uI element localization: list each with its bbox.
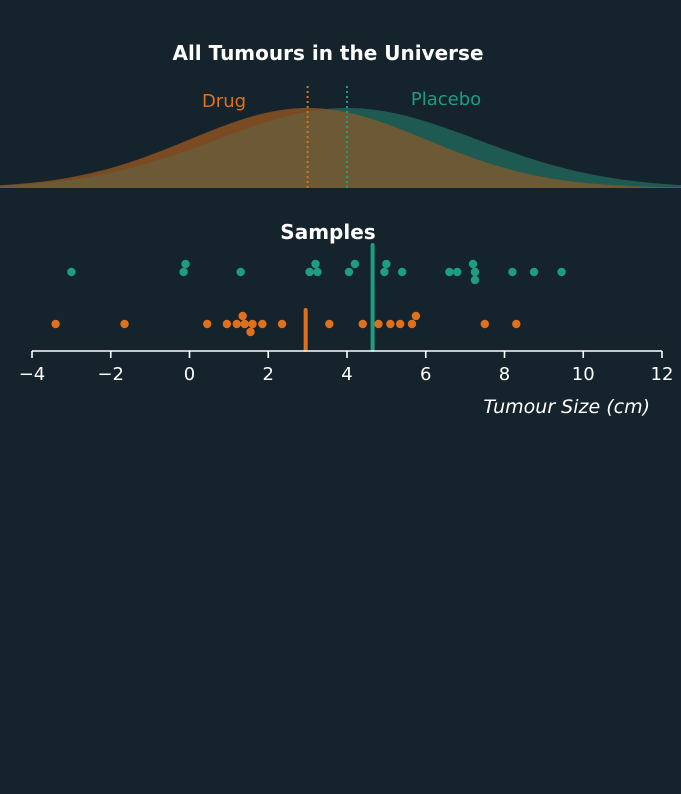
legend-placebo-label: Placebo [411, 89, 481, 110]
placebo-sample-point [67, 267, 76, 277]
distribution-areas [0, 108, 681, 188]
distribution-mean-lines [306, 86, 348, 188]
overlap-density-area [0, 109, 681, 188]
drug-sample-point [238, 311, 247, 321]
samples-panel: Samples −4 −2 0 2 4 6 8 10 12 Tumour Size (cm) [19, 220, 674, 418]
drug-sample-point [386, 319, 395, 329]
placebo-sample-point [179, 267, 188, 277]
distribution-panel: All Tumours in the Universe Drug Placebo [0, 41, 681, 188]
x-tick-label: 2 [263, 364, 274, 385]
drug-sample-point [120, 319, 129, 329]
x-tick-label: 6 [420, 364, 431, 385]
samples-title: Samples [280, 220, 375, 244]
placebo-sample-point [557, 267, 566, 277]
drug-sample-point [51, 319, 60, 329]
drug-sample-point [407, 319, 417, 329]
x-tick-label: 10 [572, 364, 595, 385]
legend-drug-label: Drug [202, 91, 246, 112]
placebo-sample-point [380, 267, 389, 277]
placebo-sample-point [382, 259, 391, 269]
placebo-sample-point [313, 267, 322, 277]
x-tick-label: 4 [341, 364, 352, 385]
drug-sample-point [277, 319, 287, 329]
x-tick-label: 8 [499, 364, 510, 385]
placebo-sample-point [181, 259, 190, 269]
drug-sample-point [395, 319, 405, 329]
x-tick-label: 12 [651, 364, 674, 385]
placebo-sample-point [508, 267, 517, 277]
placebo-sample-point [470, 267, 480, 277]
drug-sample-point [246, 327, 255, 337]
drug-sample-point [480, 319, 490, 329]
drug-sample-point [222, 319, 232, 329]
drug-sample-point [374, 319, 383, 329]
sample-mean-lines [303, 243, 375, 352]
x-tick-label: −2 [97, 364, 124, 385]
drug-sample-point [258, 319, 267, 329]
placebo-sample-point [470, 275, 480, 285]
drug-sample-point [512, 319, 521, 329]
drug-sample-point [203, 319, 212, 329]
distribution-title: All Tumours in the Universe [172, 41, 483, 65]
placebo-sample-point [453, 267, 462, 277]
sample-points [51, 259, 566, 337]
drug-sample-point [232, 319, 241, 329]
x-tick-label: 0 [184, 364, 195, 385]
x-axis-label: Tumour Size (cm) [483, 396, 650, 418]
drug-sample-point [358, 319, 367, 329]
drug-sample-point [411, 311, 421, 321]
placebo-sample-point [468, 259, 478, 269]
placebo-sample-point [344, 267, 354, 277]
x-tick-label: −4 [19, 364, 46, 385]
placebo-sample-point [529, 267, 539, 277]
x-axis-ticks: −4 −2 0 2 4 6 8 10 12 [19, 351, 674, 385]
x-axis: −4 −2 0 2 4 6 8 10 12 [19, 350, 674, 385]
placebo-sample-point [350, 259, 360, 269]
placebo-sample-point [311, 259, 320, 269]
placebo-sample-point [397, 267, 407, 277]
placebo-sample-point [236, 267, 245, 277]
drug-sample-point [248, 319, 257, 329]
placebo-sample-point [305, 267, 314, 277]
drug-sample-point [325, 319, 334, 329]
drug-sample-point [240, 319, 249, 329]
placebo-sample-point [445, 267, 454, 277]
